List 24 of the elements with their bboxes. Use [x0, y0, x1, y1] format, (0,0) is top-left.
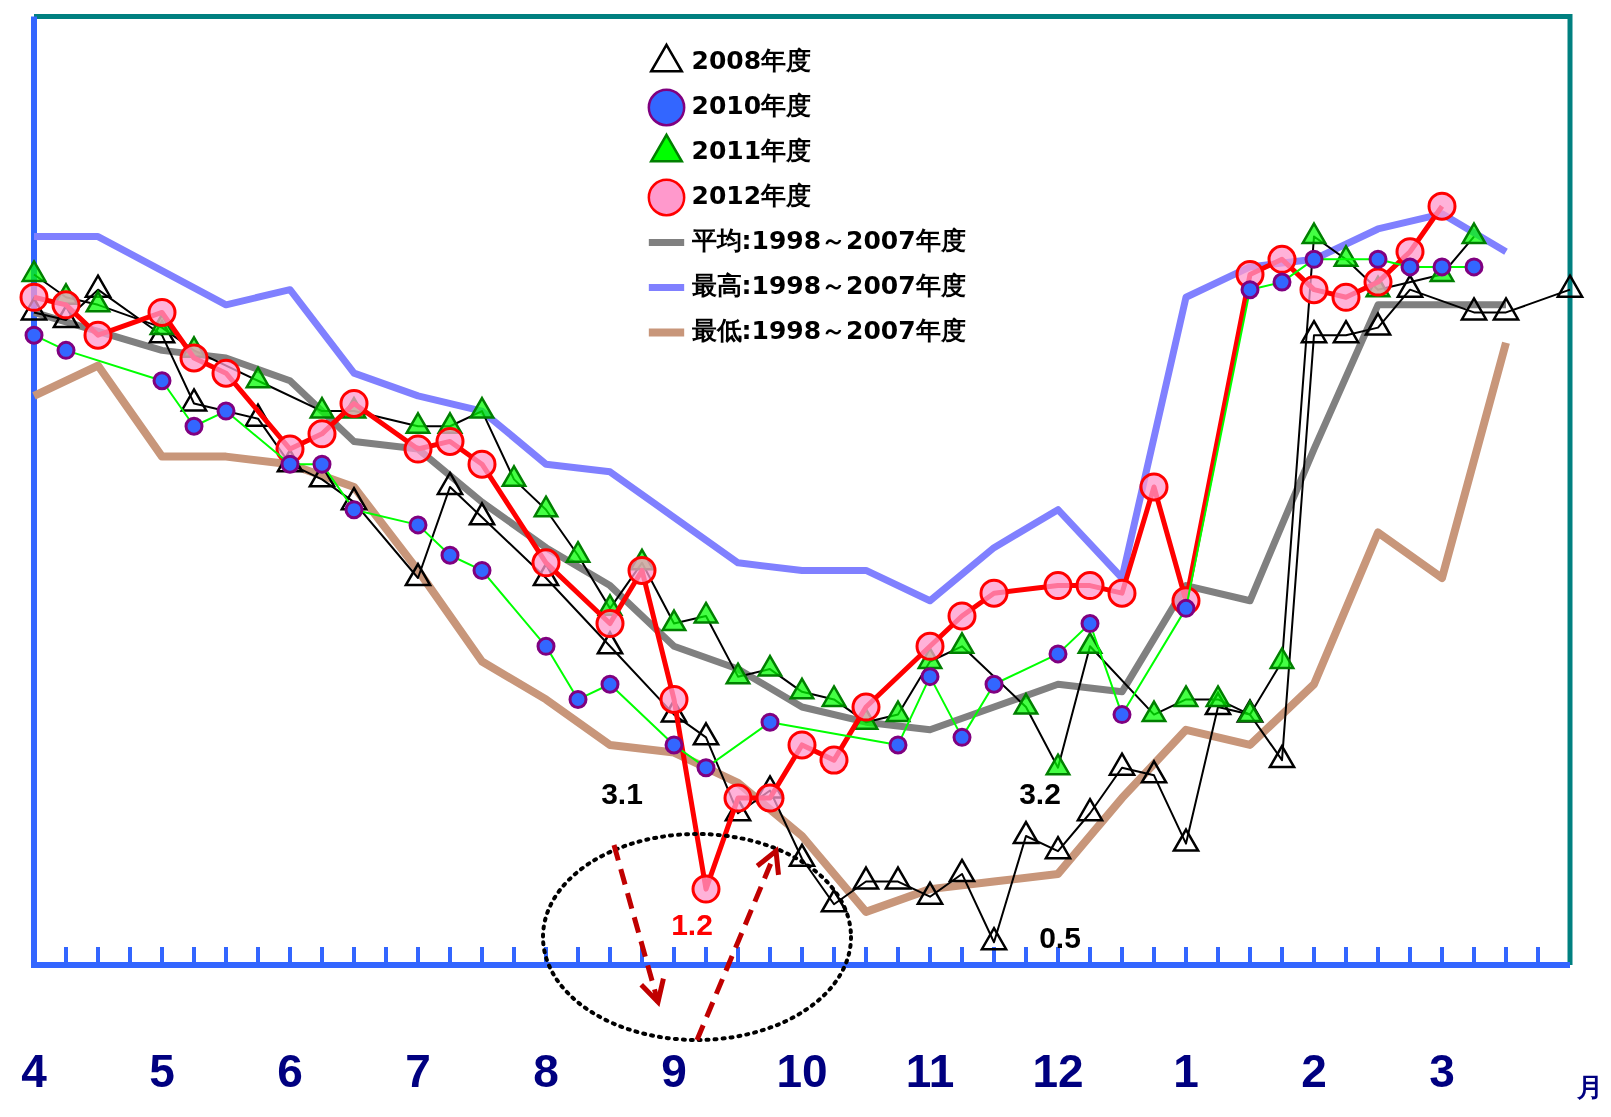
x-axis-title: 月 [1576, 1071, 1603, 1102]
x-tick-label: 11 [905, 1045, 955, 1098]
annotation: 1.2 [671, 908, 713, 942]
annotation: 3.1 [601, 777, 643, 811]
legend-label: 最低:1998～2007年度 [690, 316, 966, 345]
legend-label: 最高:1998～2007年度 [690, 271, 966, 300]
x-tick-label: 12 [1032, 1045, 1084, 1098]
x-tick-label: 8 [533, 1045, 559, 1098]
legend-label: 2012年度 [691, 181, 812, 210]
x-tick-label: 1 [1173, 1045, 1199, 1098]
x-tick-label: 3 [1429, 1045, 1455, 1098]
x-tick-label: 4 [21, 1045, 48, 1098]
legend-label: 2011年度 [691, 136, 812, 165]
legend-label: 2010年度 [691, 91, 812, 120]
annotation: 0.5 [1039, 921, 1081, 955]
x-tick-label: 2 [1301, 1045, 1327, 1098]
x-tick-label: 10 [776, 1045, 828, 1098]
x-tick-label: 6 [277, 1045, 303, 1098]
x-tick-label: 5 [149, 1045, 175, 1098]
annotation: 3.2 [1019, 777, 1061, 811]
legend-label: 2008年度 [691, 46, 812, 75]
legend-label: 平均:1998～2007年度 [690, 226, 966, 255]
x-tick-label: 7 [405, 1045, 431, 1098]
x-tick-label: 9 [661, 1045, 687, 1098]
